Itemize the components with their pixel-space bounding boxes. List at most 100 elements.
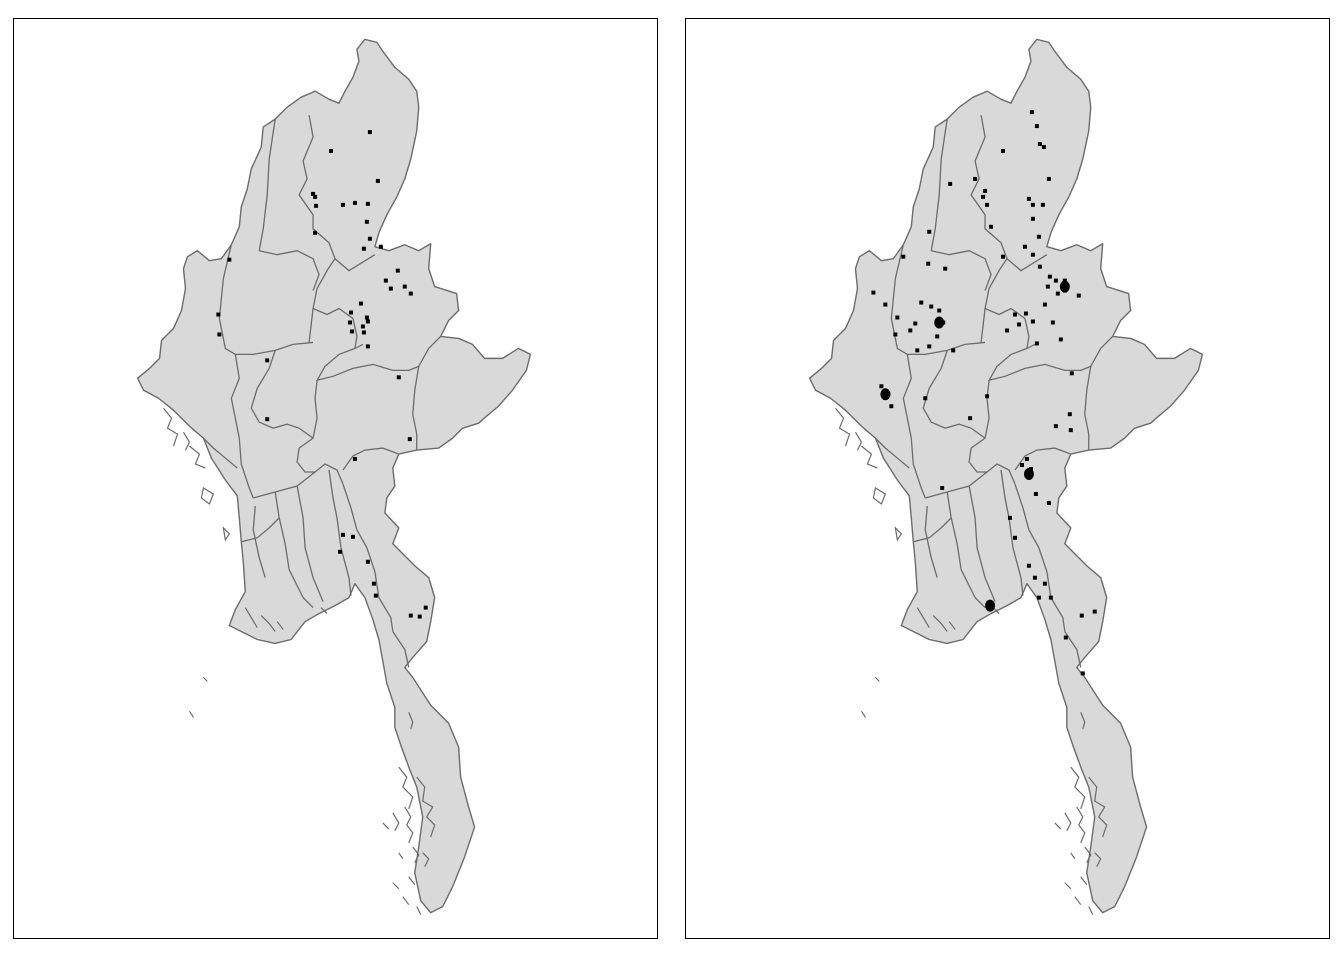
myanmar-map-left xyxy=(136,38,532,915)
point-marker xyxy=(981,194,986,199)
admin-boundary xyxy=(298,115,376,272)
point-marker xyxy=(1042,302,1047,307)
point-marker xyxy=(948,181,953,186)
point-marker xyxy=(1079,613,1084,618)
coastal-island xyxy=(1074,896,1082,906)
point-marker xyxy=(889,404,894,409)
admin-boundary xyxy=(296,485,324,602)
point-marker xyxy=(388,286,393,291)
point-marker xyxy=(989,224,994,229)
point-marker xyxy=(1007,515,1012,520)
coastal-island xyxy=(932,615,948,632)
admin-boundary xyxy=(312,258,364,350)
admin-boundary xyxy=(308,308,314,343)
admin-boundary xyxy=(1064,631,1082,668)
coastal-island xyxy=(861,445,878,469)
point-marker xyxy=(358,301,363,306)
point-marker xyxy=(1023,311,1028,316)
point-marker xyxy=(1037,142,1042,147)
point-marker xyxy=(1055,291,1060,296)
coastal-island xyxy=(188,710,194,718)
point-marker xyxy=(329,149,334,154)
point-marker xyxy=(349,329,354,334)
point-marker xyxy=(407,437,412,442)
point-marker xyxy=(364,219,369,224)
coastal-island xyxy=(854,431,863,451)
point-marker xyxy=(1029,110,1034,115)
point-marker xyxy=(348,310,353,315)
admin-boundary xyxy=(970,115,1048,272)
point-marker xyxy=(1062,278,1067,283)
point-marker xyxy=(943,266,948,271)
point-marker xyxy=(879,384,884,389)
coastal-island xyxy=(894,526,903,542)
point-marker xyxy=(340,202,345,207)
coastal-island xyxy=(1080,712,1086,730)
point-marker xyxy=(1050,320,1055,325)
admin-boundary xyxy=(874,437,910,469)
point-marker xyxy=(895,315,900,320)
admin-boundary xyxy=(913,517,952,543)
admin-boundary xyxy=(1000,469,1024,596)
point-marker xyxy=(929,304,934,309)
admin-boundary xyxy=(342,447,400,471)
point-marker xyxy=(402,284,407,289)
point-marker xyxy=(337,549,342,554)
map-panel-left xyxy=(13,18,658,939)
point-marker xyxy=(1030,252,1035,257)
admin-boundary xyxy=(274,491,314,609)
point-marker xyxy=(968,416,973,421)
point-marker xyxy=(951,348,956,353)
point-marker xyxy=(985,394,990,399)
point-marker xyxy=(350,534,355,539)
admin-boundary xyxy=(342,483,394,632)
point-marker xyxy=(1037,264,1042,269)
admin-boundary xyxy=(922,350,986,439)
point-marker xyxy=(365,344,370,349)
admin-boundary xyxy=(328,469,352,596)
point-marker xyxy=(919,300,924,305)
point-marker xyxy=(940,485,945,490)
point-marker xyxy=(1019,463,1024,468)
point-marker xyxy=(1030,202,1035,207)
point-marker xyxy=(901,254,906,259)
points-layer-left xyxy=(216,130,428,619)
coastal-island xyxy=(402,896,410,906)
admin-boundary xyxy=(412,335,442,451)
point-marker xyxy=(373,593,378,598)
coastal-island xyxy=(1088,776,1108,838)
coastal-island xyxy=(1064,812,1072,832)
point-marker xyxy=(227,257,232,262)
admin-boundary xyxy=(392,631,410,668)
coastal-island xyxy=(382,822,390,830)
point-cluster xyxy=(1023,468,1034,480)
point-marker xyxy=(926,261,931,266)
point-marker xyxy=(1001,149,1006,154)
admin-boundary xyxy=(902,354,926,499)
map-base-left xyxy=(136,38,532,915)
coastal-island xyxy=(948,621,956,630)
coastal-island xyxy=(200,487,215,505)
point-marker xyxy=(1024,457,1029,462)
coastal-island xyxy=(422,852,430,868)
point-marker xyxy=(1026,196,1031,201)
point-marker xyxy=(361,246,366,251)
point-marker xyxy=(340,532,345,537)
coastal-island xyxy=(860,710,866,718)
country-outline xyxy=(136,38,532,914)
coastal-island xyxy=(404,806,414,844)
point-marker xyxy=(352,200,357,205)
admin-boundary xyxy=(925,471,988,499)
admin-boundary xyxy=(988,363,1091,381)
point-marker xyxy=(1001,254,1006,259)
admin-boundary xyxy=(316,363,419,381)
point-marker xyxy=(1046,176,1051,181)
point-marker xyxy=(367,130,372,135)
point-marker xyxy=(871,290,876,295)
point-marker xyxy=(983,188,988,193)
coastal-island xyxy=(244,607,258,628)
coastal-island xyxy=(916,607,930,628)
point-marker xyxy=(1030,216,1035,221)
admin-boundary xyxy=(259,250,320,291)
point-marker xyxy=(1045,284,1050,289)
